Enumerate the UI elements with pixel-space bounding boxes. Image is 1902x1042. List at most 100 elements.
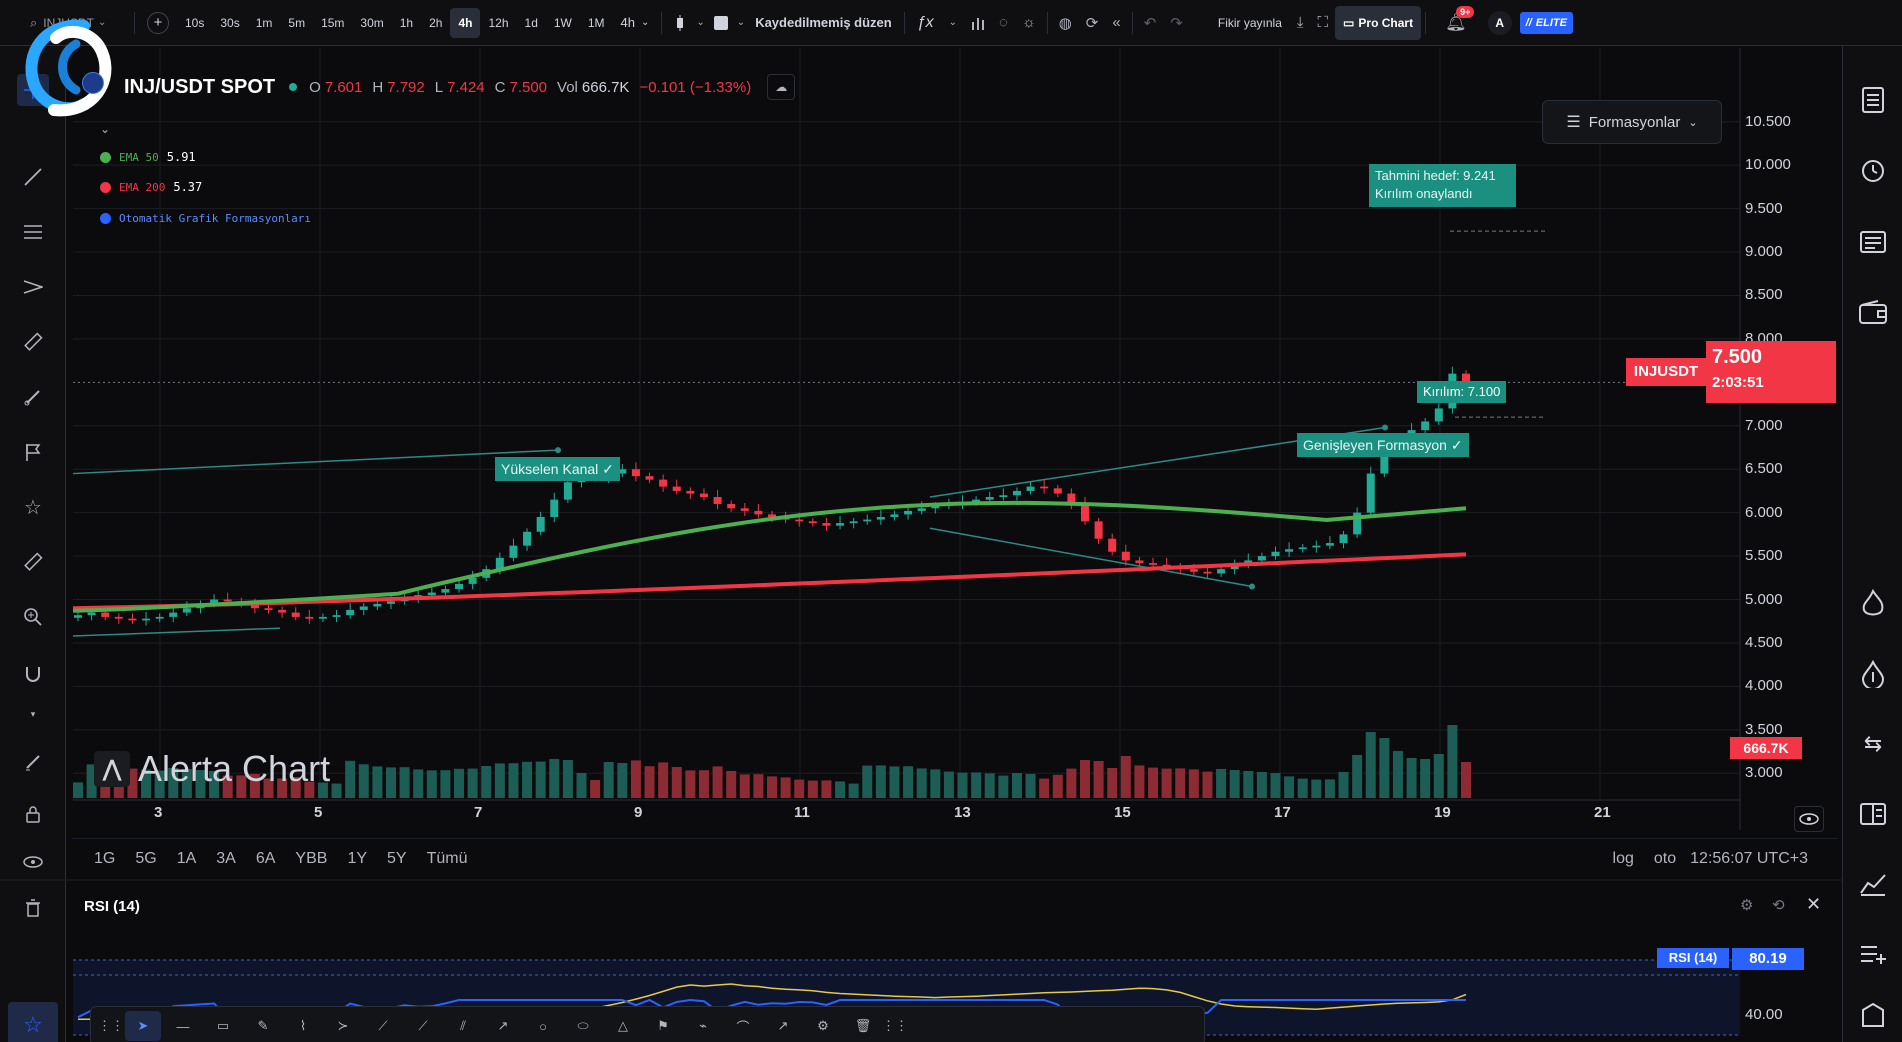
bar-chart-icon[interactable]: [964, 8, 992, 38]
breakout-label[interactable]: Kırılım: 7.100: [1417, 381, 1507, 403]
pitchfork-tool[interactable]: [17, 271, 49, 303]
color-swatch-icon[interactable]: [707, 8, 735, 38]
publish-idea-button[interactable]: Fikir yayınla: [1217, 15, 1282, 30]
download-icon[interactable]: ⤓: [1296, 14, 1304, 31]
building-icon[interactable]: [1855, 996, 1891, 1032]
undo-icon[interactable]: ↶: [1143, 14, 1157, 32]
ellipse-icon[interactable]: ⬭: [577, 1018, 589, 1033]
arrow-icon[interactable]: ≻: [337, 1018, 349, 1033]
drag-handle-icon[interactable]: ⋮⋮: [882, 1018, 908, 1033]
rsi-settings-icon[interactable]: ⚙: [1740, 897, 1754, 914]
legend-ema200[interactable]: EMA 200 5.37: [100, 180, 202, 194]
chart-canvas[interactable]: [0, 0, 1842, 1042]
flag-icon[interactable]: ⚑: [657, 1018, 669, 1033]
cursor-icon[interactable]: ➤: [125, 1011, 161, 1041]
interval-5m-button[interactable]: 5m: [288, 15, 306, 30]
interval-1d-button[interactable]: 1d: [524, 15, 538, 30]
rectangle-icon[interactable]: ▭: [216, 1018, 230, 1033]
interval-1h-button[interactable]: 1h: [399, 15, 414, 30]
chevron-down-icon[interactable]: ⌄: [736, 17, 746, 28]
price-axis[interactable]: 10.500 10.000 9.500 9.000 8.500 8.000 7.000 6.5…: [1745, 0, 1835, 800]
watchlist-icon[interactable]: [1855, 82, 1891, 118]
path-icon[interactable]: ⌇: [299, 1018, 307, 1033]
layout-name-button[interactable]: Kaydedilmemiş düzen: [755, 15, 892, 30]
settings-icon[interactable]: ⚙: [817, 1018, 829, 1033]
flag-tool[interactable]: [17, 436, 49, 468]
trash-icon[interactable]: 🗑︎: [854, 1018, 872, 1033]
ruler-tool[interactable]: [17, 326, 49, 358]
range-button-4[interactable]: 3A: [216, 849, 236, 867]
chevron-down-icon[interactable]: ▾: [30, 708, 36, 719]
symbol-title[interactable]: INJ/USDT SPOT: [124, 75, 276, 98]
pencil-lock-tool[interactable]: [17, 746, 49, 778]
range-button-1[interactable]: 1G: [94, 849, 116, 867]
interval-dropdown[interactable]: 4h ⌄: [613, 8, 658, 38]
legend-ema50[interactable]: EMA 50 5.91: [100, 150, 196, 164]
trend-angle-icon[interactable]: ↗: [777, 1018, 789, 1033]
collapse-legend-icon[interactable]: ⌄: [100, 122, 111, 136]
clock[interactable]: 12:56:07 UTC+3: [1690, 849, 1808, 867]
candles-icon[interactable]: [666, 8, 694, 38]
interval-30m-button[interactable]: 30m: [360, 15, 384, 30]
sun-icon[interactable]: ☼: [1021, 14, 1036, 31]
chevron-down-icon[interactable]: ⌄: [696, 17, 705, 28]
magnet-tool[interactable]: [17, 658, 49, 690]
redo-icon[interactable]: ↷: [1170, 14, 1183, 32]
replay-icon[interactable]: ◌: [999, 14, 1008, 31]
elite-badge[interactable]: // ELITE: [1519, 11, 1573, 34]
chevron-down-icon[interactable]: ⌄: [948, 17, 958, 28]
rsi-refresh-icon[interactable]: ⟲: [1772, 897, 1785, 914]
hot-icon[interactable]: [1855, 586, 1891, 622]
polyline-icon[interactable]: ⌁: [699, 1018, 707, 1033]
extended-line-icon[interactable]: ⟋: [418, 1018, 428, 1033]
lock-tool[interactable]: [17, 798, 49, 830]
interval-2h-button[interactable]: 2h: [429, 15, 443, 30]
interval-15m-button[interactable]: 15m: [321, 15, 345, 30]
range-button-8[interactable]: 5Y: [387, 849, 407, 867]
range-button-7[interactable]: 1Y: [347, 849, 368, 867]
horizontal-line-icon[interactable]: —: [176, 1018, 190, 1034]
news-icon[interactable]: [1855, 224, 1891, 260]
wallet-icon[interactable]: [1855, 294, 1891, 330]
interval-30s-button[interactable]: 30s: [220, 15, 240, 30]
range-button-9[interactable]: Tümü: [426, 849, 468, 867]
range-button-6[interactable]: YBB: [295, 849, 328, 867]
eye-toggle-icon[interactable]: [1794, 806, 1824, 832]
cloud-icon[interactable]: ☁: [767, 74, 796, 100]
measure-tool[interactable]: [17, 546, 49, 578]
rising-channel-label[interactable]: Yükselen Kanal ✓: [495, 457, 620, 481]
auto-toggle[interactable]: oto: [1653, 849, 1677, 867]
legend-patterns[interactable]: Otomatik Grafik Formasyonları: [100, 212, 311, 225]
trend-line-tool[interactable]: [17, 161, 49, 193]
favorites-tool[interactable]: ☆: [24, 496, 42, 519]
drag-handle-icon[interactable]: ⋮⋮: [98, 1018, 124, 1033]
triangle-icon[interactable]: △: [618, 1018, 628, 1033]
fullscreen-icon[interactable]: ⛶: [1317, 14, 1329, 31]
interval-1m-button[interactable]: 1M: [587, 15, 605, 30]
exchange-icon[interactable]: ⇆: [1863, 731, 1883, 756]
trash-tool[interactable]: [17, 892, 49, 924]
watchlist-star-tool[interactable]: ☆: [8, 1002, 58, 1042]
avatar[interactable]: A: [1487, 10, 1512, 35]
parallel-channel-icon[interactable]: ⫽: [460, 1018, 466, 1033]
zoom-tool[interactable]: [17, 601, 49, 633]
bell-icon[interactable]: 🔔︎ 9+: [1438, 5, 1475, 38]
drop-icon[interactable]: [1855, 656, 1891, 692]
arrow-marker-icon[interactable]: ↗: [497, 1018, 509, 1033]
interval-1w-button[interactable]: 1W: [553, 15, 572, 30]
target-annotation[interactable]: Tahmini hedef: 9.241 Kırılım onaylandı: [1369, 164, 1516, 207]
circle-icon[interactable]: ○: [539, 1018, 547, 1034]
eye-tool[interactable]: [17, 846, 49, 878]
rsi-close-icon[interactable]: ✕: [1806, 894, 1822, 914]
brush-icon[interactable]: ✎: [257, 1018, 269, 1033]
interval-10s-button[interactable]: 10s: [185, 15, 205, 30]
time-axis[interactable]: 3 5 7 9 11 13 15 17 19 21: [72, 804, 1838, 832]
globe-icon[interactable]: ◍: [1058, 14, 1072, 32]
range-button-3[interactable]: 1A: [176, 849, 197, 867]
arc-icon[interactable]: ⌒: [736, 1019, 750, 1035]
pro-chart-button[interactable]: ▭ Pro Chart: [1335, 5, 1422, 40]
indicators-button[interactable]: ƒx: [916, 13, 934, 31]
range-button-2[interactable]: 5G: [135, 849, 157, 867]
refresh-icon[interactable]: ⟳: [1085, 14, 1099, 32]
data-window-icon[interactable]: [1855, 796, 1891, 832]
